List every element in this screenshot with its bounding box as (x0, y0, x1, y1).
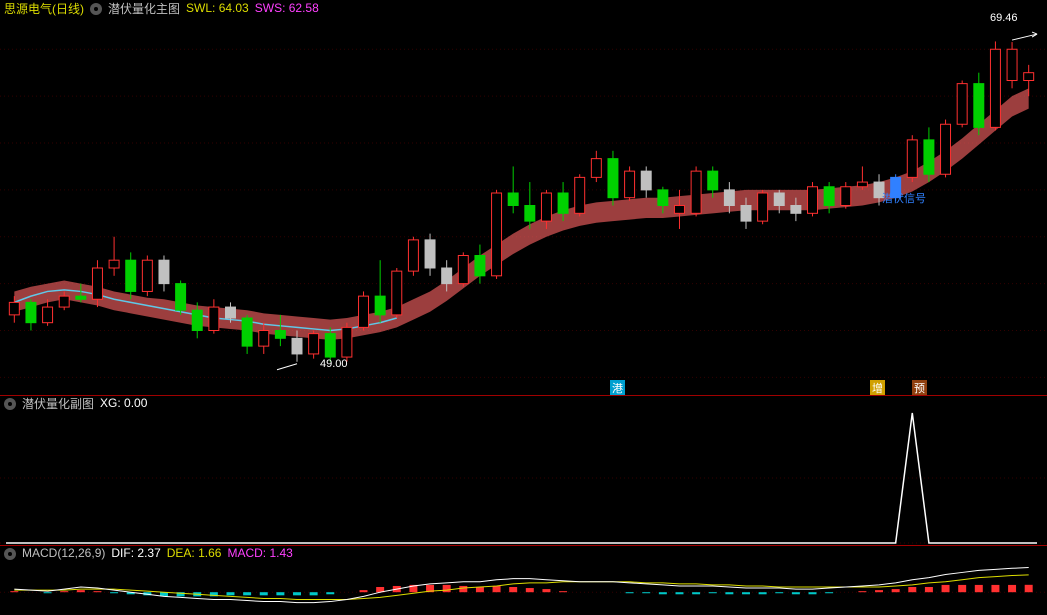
stock-title: 思源电气(日线) (4, 0, 84, 17)
eye-icon[interactable] (4, 548, 16, 560)
eye-icon[interactable] (4, 398, 16, 410)
marker-增: 增 (870, 380, 885, 396)
macd-header: MACD(12,26,9) DIF: 2.37 DEA: 1.66 MACD: … (0, 545, 293, 561)
main-header: 思源电气(日线) 潜伏量化主图 SWL: 64.03 SWS: 62.58 (0, 0, 319, 16)
dea-label: DEA: 1.66 (167, 546, 222, 560)
high-price-label: 69.46 (990, 12, 1018, 24)
dif-label: DIF: 2.37 (111, 546, 160, 560)
macd-chart-panel[interactable]: MACD(12,26,9) DIF: 2.37 DEA: 1.66 MACD: … (0, 545, 1047, 615)
low-price-label: 49.00 (320, 358, 348, 370)
sub-chart-panel[interactable]: 潜伏量化副图 XG: 0.00 (0, 395, 1047, 545)
signal-label: 潜伏信号 (880, 190, 928, 206)
sws-label: SWS: 62.58 (255, 1, 319, 15)
marker-港: 港 (610, 380, 625, 396)
sub-chart-svg (0, 395, 1047, 545)
xg-label: XG: 0.00 (100, 396, 147, 410)
indicator-name: 潜伏量化主图 (108, 0, 180, 17)
macd-title: MACD(12,26,9) (22, 546, 105, 560)
sub-indicator-name: 潜伏量化副图 (22, 395, 94, 412)
marker-预: 预 (912, 380, 927, 396)
macd-val-label: MACD: 1.43 (227, 546, 292, 560)
eye-icon[interactable] (90, 3, 102, 15)
sub-header: 潜伏量化副图 XG: 0.00 (0, 395, 147, 411)
main-chart-panel[interactable]: 思源电气(日线) 潜伏量化主图 SWL: 64.03 SWS: 62.58 69… (0, 0, 1047, 395)
swl-label: SWL: 64.03 (186, 1, 249, 15)
